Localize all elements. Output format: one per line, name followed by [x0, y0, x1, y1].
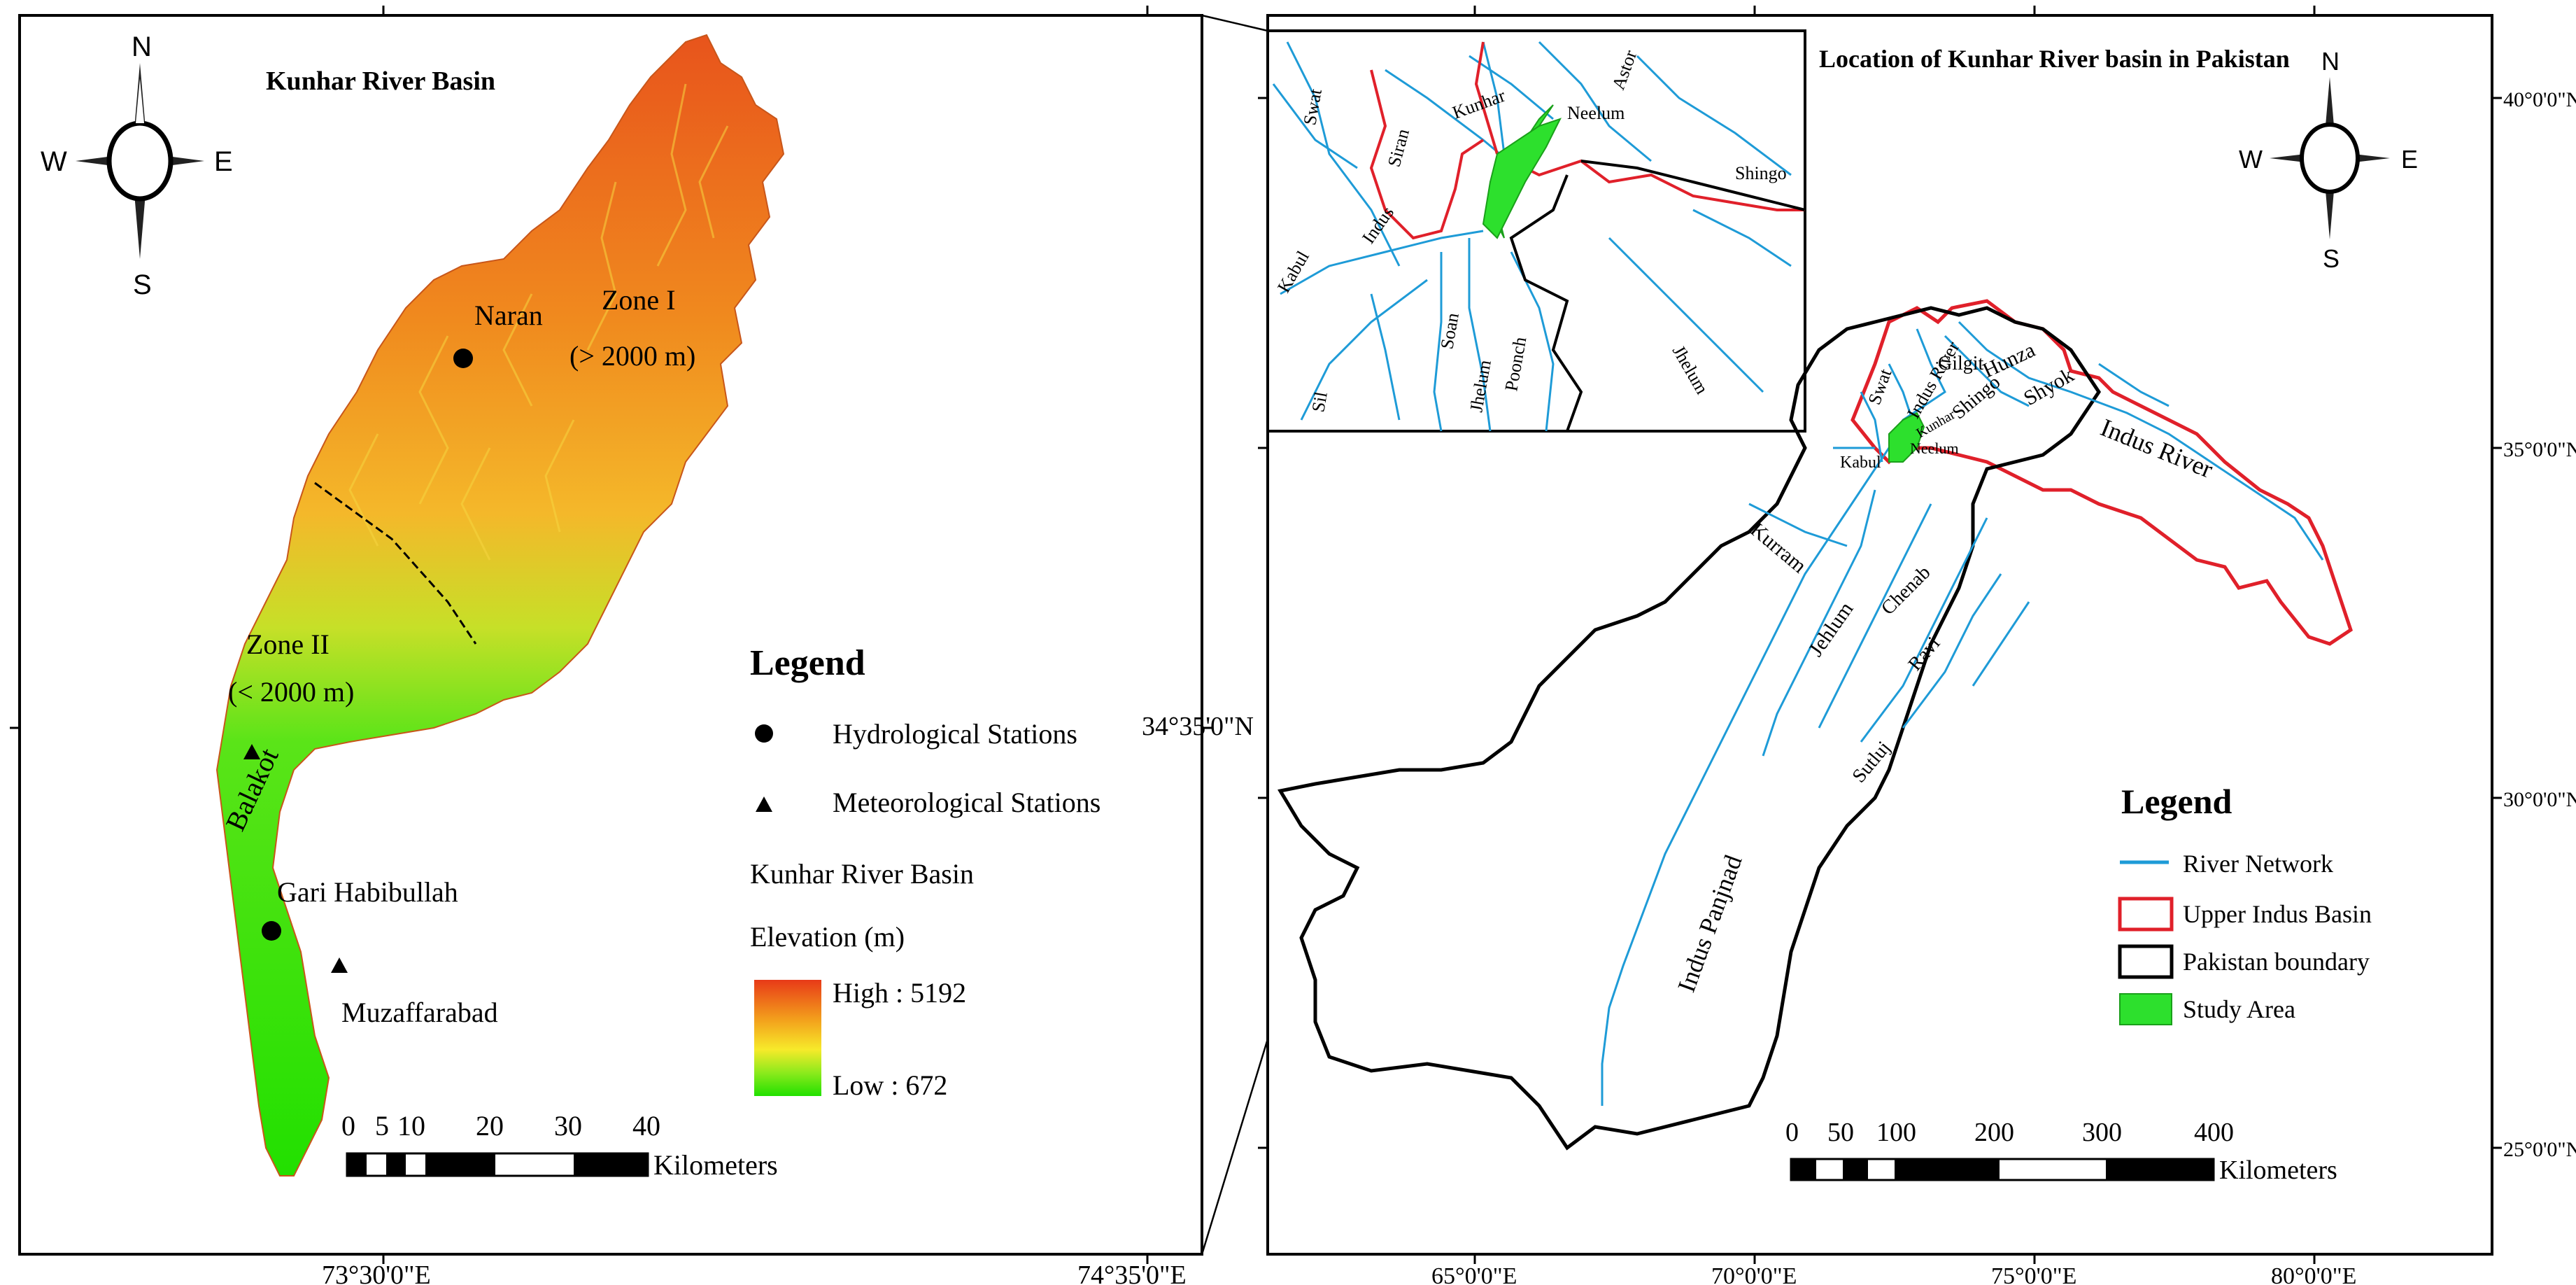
rscale-unit: Kilometers — [2219, 1156, 2337, 1185]
river-kabul: Kabul — [1840, 454, 1881, 472]
lat-tick-40: 40°0'0"N — [2503, 88, 2576, 111]
lat-tick-25: 25°0'0"N — [2503, 1138, 2576, 1161]
rscale-tick-300: 300 — [2082, 1118, 2122, 1147]
label-zone2-range: (< 2000 m) — [228, 676, 354, 708]
coord-lon-1: 73°30'0"E — [322, 1261, 431, 1285]
zone-divider-line — [314, 482, 477, 645]
scale-unit: Kilometers — [653, 1149, 778, 1181]
scale-tick-10: 10 — [397, 1110, 425, 1142]
compass-e-right: E — [2401, 145, 2418, 174]
right-map-title: Location of Kunhar River basin in Pakist… — [1819, 45, 2290, 73]
legend-boundary: Pakistan boundary — [2183, 948, 2370, 976]
inset-pakistan-boundary — [1509, 174, 1583, 432]
rscale-tick-100: 100 — [1876, 1118, 1916, 1147]
legend-basin: Kunhar River Basin — [750, 858, 974, 890]
left-legend: Legend Hydrological Stations Meteorologi… — [750, 643, 1101, 1101]
kunhar-basin-elevation — [215, 34, 785, 1177]
left-map-title: Kunhar River Basin — [266, 66, 495, 96]
lat-tick-30: 30°0'0"N — [2503, 788, 2576, 811]
pakistan-boundary — [1278, 306, 2102, 1151]
label-zone2: Zone II — [246, 629, 330, 660]
label-zone1: Zone I — [602, 284, 676, 316]
left-map-panel: Kunhar River Basin N S W E — [10, 6, 1254, 1285]
compass-n-right: N — [2321, 47, 2340, 76]
compass-rose-icon: N S W E — [41, 31, 233, 300]
label-gari: Gari Habibullah — [277, 876, 458, 908]
compass-s: S — [133, 269, 152, 300]
balakot-met-marker — [243, 744, 260, 759]
legend-uib: Upper Indus Basin — [2183, 900, 2372, 928]
right-legend-heading: Legend — [2121, 782, 2232, 821]
legend-elevation: Elevation (m) — [750, 921, 905, 953]
naran-station-marker — [453, 349, 473, 368]
legend-hydro: Hydrological Stations — [833, 718, 1077, 750]
coord-lat-1: 34°35'0"N — [1142, 712, 1254, 741]
label-muzaffarabad: Muzaffarabad — [341, 997, 498, 1028]
compass-w-right: W — [2239, 145, 2263, 174]
river-neelum: Neelum — [1910, 440, 1959, 457]
hydro-legend-symbol — [755, 724, 773, 743]
legend-high: High : 5192 — [833, 977, 966, 1009]
terrain-texture — [348, 83, 729, 561]
right-legend: Legend River Network Upper Indus Basin P… — [2118, 782, 2372, 1025]
boundary-legend-symbol — [2118, 944, 2174, 979]
coord-lon-2: 74°35'0"E — [1077, 1261, 1187, 1285]
inset-river-sil: Sil — [1308, 391, 1331, 414]
scale-tick-0: 0 — [341, 1110, 355, 1142]
left-legend-heading: Legend — [750, 643, 865, 683]
rscale-tick-200: 200 — [1974, 1118, 2014, 1147]
meteo-legend-symbol — [756, 796, 772, 812]
compass-rose-icon-right: N S W E — [2239, 47, 2418, 273]
compass-e: E — [214, 146, 233, 177]
inset-uib-boundary — [1369, 69, 1485, 240]
rscale-tick-0: 0 — [1785, 1118, 1799, 1147]
elevation-color-ramp — [754, 980, 821, 1096]
gari-station-marker — [262, 921, 281, 941]
muzaffarabad-met-marker — [331, 957, 348, 973]
label-zone1-range: (> 2000 m) — [569, 340, 695, 372]
lon-tick-70: 70°0'0"E — [1711, 1263, 1797, 1285]
inset-river-neelum: Neelum — [1567, 103, 1625, 123]
river-network — [1601, 321, 2324, 1106]
compass-w: W — [41, 146, 67, 177]
legend-meteo: Meteorological Stations — [833, 787, 1101, 818]
label-naran: Naran — [474, 300, 543, 331]
left-scale-bar: 0 5 10 20 30 40 Kilometers — [341, 1110, 778, 1181]
legend-low: Low : 672 — [833, 1069, 947, 1101]
lat-tick-35: 35°0'0"N — [2503, 438, 2576, 461]
right-map-panel: Location of Kunhar River basin in Pakist… — [1258, 6, 2576, 1285]
scale-tick-30: 30 — [554, 1110, 582, 1142]
lon-tick-80: 80°0'0"E — [2271, 1263, 2356, 1285]
compass-s-right: S — [2323, 244, 2340, 273]
scale-tick-40: 40 — [632, 1110, 660, 1142]
rscale-tick-400: 400 — [2194, 1118, 2234, 1147]
scale-tick-20: 20 — [476, 1110, 504, 1142]
inset-river-network — [1272, 41, 1792, 432]
uib-legend-symbol — [2118, 897, 2174, 932]
study-area-main — [1888, 412, 1925, 463]
rscale-tick-50: 50 — [1827, 1118, 1854, 1147]
lon-tick-65: 65°0'0"E — [1431, 1263, 1517, 1285]
legend-study: Study Area — [2183, 995, 2295, 1023]
scale-tick-5: 5 — [375, 1110, 389, 1142]
inset-river-shingo: Shingo — [1735, 163, 1787, 183]
inset-map: Swat Siran Kunhar Neelum Astor Shingo Ka… — [1266, 29, 1806, 433]
right-scale-bar: 0 50 100 200 300 400 Kilometers — [1785, 1118, 2337, 1185]
legend-river: River Network — [2183, 850, 2333, 878]
study-legend-symbol — [2119, 993, 2172, 1025]
river-gilgit: Gilgit — [1938, 353, 1984, 374]
lon-tick-75: 75°0'0"E — [1991, 1263, 2076, 1285]
compass-n: N — [132, 31, 152, 62]
